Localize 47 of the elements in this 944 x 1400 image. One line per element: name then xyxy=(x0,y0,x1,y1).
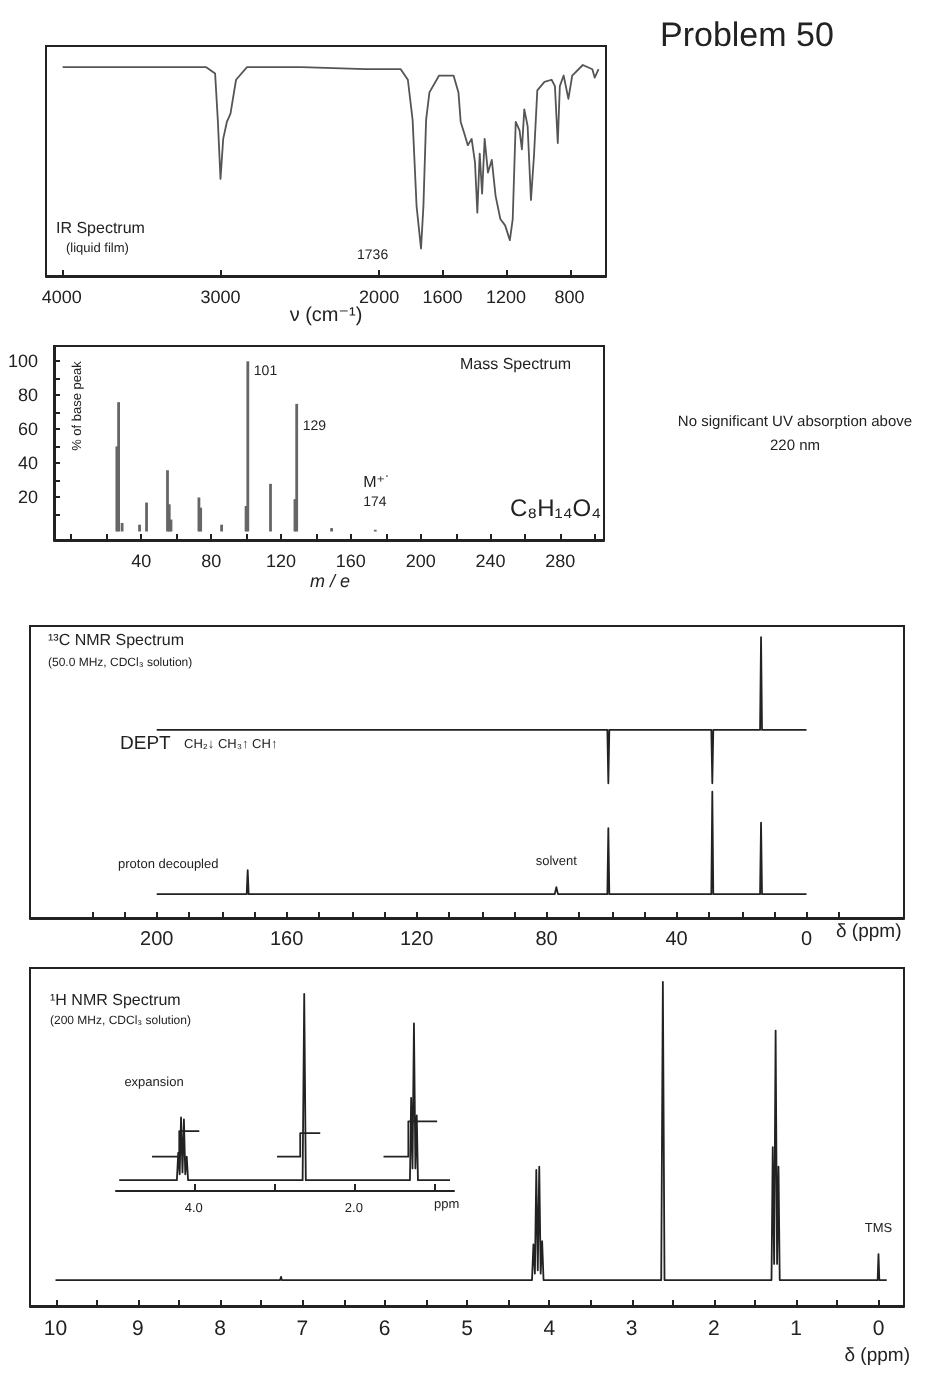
x-tick-label: 0 xyxy=(872,1317,885,1341)
x-tick-label: 160 xyxy=(335,551,366,571)
y-tick-label: 80 xyxy=(17,385,38,406)
x-tick-label: 8 xyxy=(214,1317,227,1341)
x-tick-label: 160 xyxy=(269,929,305,951)
y-tick-label: 40 xyxy=(17,453,38,474)
x-tick-label: 120 xyxy=(265,551,297,571)
annotation: IR Spectrum xyxy=(56,219,146,237)
x-tick-label: 7 xyxy=(296,1317,309,1341)
x-tick-label: 200 xyxy=(140,929,175,951)
x-tick-label: 2000 xyxy=(359,287,400,307)
x-tick-label: 80 xyxy=(201,551,222,571)
x-tick-label: 4 xyxy=(543,1317,556,1341)
y-tick-label: 60 xyxy=(17,419,38,440)
x-tick-label: 3 xyxy=(625,1317,638,1341)
x-axis-title: δ (ppm) xyxy=(844,1345,910,1367)
x-tick-label: 200 xyxy=(405,551,436,571)
x-axis-title: δ (ppm) xyxy=(836,921,902,943)
x-tick-label: 10 xyxy=(43,1317,68,1341)
x-tick-label: 1600 xyxy=(422,287,463,307)
x-tick-label: 3000 xyxy=(200,287,241,307)
x-tick-label: 1 xyxy=(790,1317,803,1341)
annotation: Mass Spectrum xyxy=(460,355,572,373)
x-tick-label: 80 xyxy=(535,929,559,951)
annotation: ¹H NMR Spectrum xyxy=(50,991,182,1009)
x-tick-label: 4000 xyxy=(41,287,82,307)
x-tick-label: 280 xyxy=(545,551,576,571)
annotation: ¹³C NMR Spectrum xyxy=(48,631,185,649)
text: Problem 50 xyxy=(660,16,834,56)
annotation: M⁺˙ xyxy=(363,472,391,491)
x-axis-title: ν (cm⁻¹) xyxy=(289,305,363,327)
x-axis-title: m / e xyxy=(309,571,351,591)
x-tick-label: 120 xyxy=(399,929,435,951)
x-tick-label: 1200 xyxy=(486,287,527,307)
x-tick-label: 0 xyxy=(800,929,813,951)
annotation: C₈H₁₄O₄ xyxy=(510,494,602,522)
x-tick-label: 5 xyxy=(461,1317,474,1341)
x-tick-label: 40 xyxy=(131,551,152,571)
x-tick-label: 40 xyxy=(665,929,689,951)
x-tick-label: 2 xyxy=(708,1317,721,1341)
x-tick-label: 240 xyxy=(475,551,506,571)
x-tick-label: 9 xyxy=(131,1317,144,1341)
series-label: DEPT xyxy=(120,733,172,755)
x-tick-label: 6 xyxy=(378,1317,391,1341)
x-tick-label: 800 xyxy=(554,287,585,307)
y-tick-label: 20 xyxy=(17,487,38,508)
y-tick-label: 100 xyxy=(7,351,38,372)
